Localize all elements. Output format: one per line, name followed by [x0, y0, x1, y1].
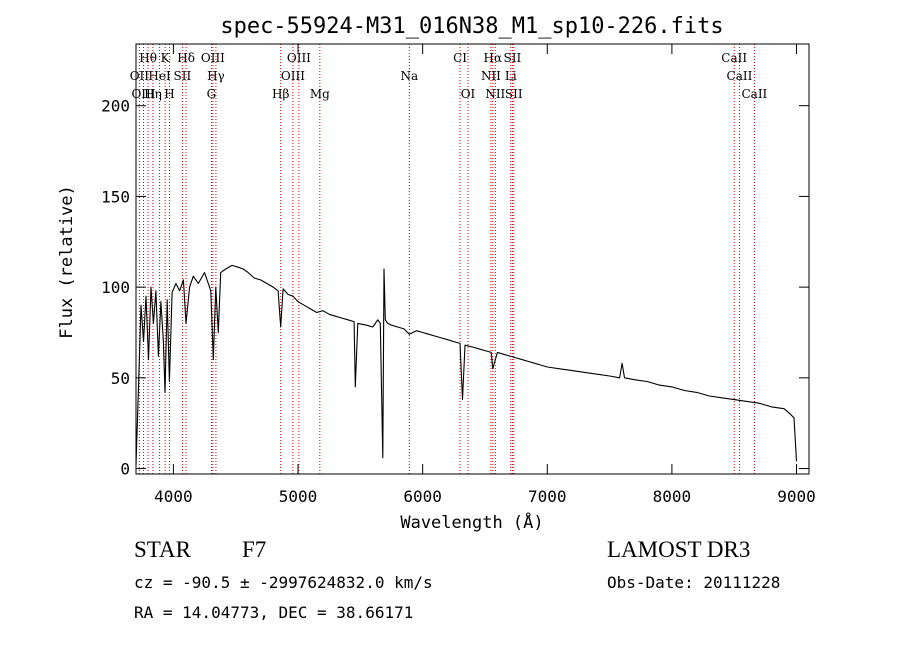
- coordinates: RA = 14.04773, DEC = 38.66171: [134, 603, 414, 622]
- line-label-1: K: [161, 51, 171, 65]
- line-label-27: CaII: [741, 87, 767, 101]
- redshift-text: cz = -90.5 ± -2997624832.0 km/s: [134, 573, 433, 592]
- y-tick-label-100: 100: [101, 278, 130, 297]
- object-class: STAR: [134, 537, 191, 562]
- object-subclass: F7: [242, 537, 267, 562]
- line-markers: [138, 44, 755, 474]
- line-label-8: CaII: [721, 51, 747, 65]
- line-label-20: H: [164, 87, 174, 101]
- line-label-7: SII: [504, 51, 522, 65]
- x-tick-label-4000: 4000: [154, 487, 193, 506]
- x-axis-label: Wavelength (Å): [400, 511, 543, 533]
- axis-ticks: 4000 5000 6000 7000 8000 9000 0 50 100 150 200: [101, 44, 816, 506]
- line-label-16: Li: [505, 69, 517, 83]
- series-flux-line: [135, 264, 798, 465]
- line-label-17: CaII: [727, 69, 753, 83]
- chart-title: spec-55924-M31_016N38_M1_sp10-226.fits: [220, 14, 723, 39]
- line-label-14: Na: [400, 69, 418, 83]
- line-label-0: Hθ: [139, 51, 157, 65]
- line-label-11: SII: [174, 69, 192, 83]
- line-label-21: G: [207, 87, 217, 101]
- line-label-23: Mg: [310, 87, 330, 101]
- plot-frame: [135, 43, 810, 475]
- line-label-4: OIII: [287, 51, 311, 65]
- obs-date: Obs-Date: 20111228: [607, 573, 781, 592]
- line-label-9: OII: [130, 69, 150, 83]
- y-tick-label-50: 50: [111, 369, 130, 388]
- series-layer: [135, 264, 798, 465]
- line-label-5: CI: [453, 51, 467, 65]
- line-label-6: Hα: [484, 51, 503, 65]
- x-tick-label-8000: 8000: [653, 487, 692, 506]
- line-label-12: Hγ: [207, 69, 225, 83]
- x-tick-label-5000: 5000: [279, 487, 318, 506]
- line-label-18: OIII: [131, 87, 155, 101]
- x-tick-label-9000: 9000: [777, 487, 816, 506]
- line-label-13: OIII: [281, 69, 305, 83]
- y-tick-label-200: 200: [101, 97, 130, 116]
- line-label-15: NII: [481, 69, 501, 83]
- y-axis-label: Flux (relative): [57, 185, 77, 339]
- line-label-26: SII: [505, 87, 523, 101]
- y-tick-label-0: 0: [120, 460, 130, 479]
- line-label-2: Hδ: [177, 51, 195, 65]
- x-tick-label-6000: 6000: [403, 487, 442, 506]
- line-label-19: Hη: [144, 87, 162, 101]
- x-tick-label-7000: 7000: [528, 487, 567, 506]
- line-label-24: OI: [461, 87, 476, 101]
- survey-name: LAMOST DR3: [607, 537, 751, 562]
- line-label-25: NII: [485, 87, 505, 101]
- line-label-22: Hβ: [272, 87, 289, 101]
- line-label-3: OIII: [201, 51, 225, 65]
- line-label-10: HeI: [148, 69, 171, 83]
- y-tick-label-150: 150: [101, 187, 130, 206]
